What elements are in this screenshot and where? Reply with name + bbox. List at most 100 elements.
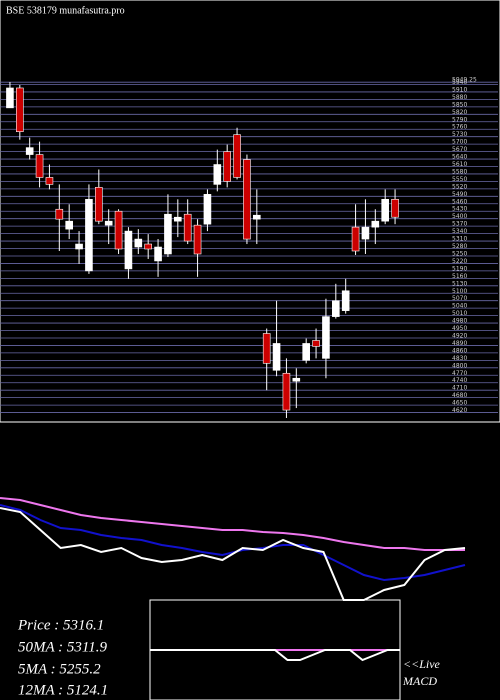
- candle-body: [341, 290, 350, 311]
- candle-body: [351, 226, 360, 252]
- y-tick-label: 5040: [452, 303, 467, 310]
- candle-body: [371, 220, 380, 228]
- candle-body: [223, 151, 231, 182]
- candle-body: [35, 154, 44, 178]
- candle-body: [164, 213, 172, 255]
- y-tick-label: 5580: [452, 168, 467, 175]
- y-tick-label: 5370: [452, 221, 467, 228]
- y-tick-label: 4830: [452, 355, 467, 362]
- y-tick-label: 5250: [452, 250, 467, 257]
- candle-body: [361, 226, 370, 240]
- candle-body: [381, 199, 389, 222]
- y-tick-label: 5280: [452, 243, 467, 250]
- y-tick-label: 5760: [452, 124, 467, 131]
- y-tick-label: 4890: [452, 340, 467, 347]
- candle-body: [292, 377, 301, 382]
- chart-title: BSE 538179 munafasutra.pro: [6, 5, 125, 16]
- candle-body: [302, 343, 310, 361]
- y-tick-label: 4710: [452, 385, 467, 392]
- candle-body: [262, 333, 271, 364]
- y-tick-label: 5670: [452, 146, 467, 153]
- candle-body: [144, 243, 152, 250]
- candle-body: [45, 177, 54, 185]
- candle-body: [193, 224, 202, 255]
- y-tick-label: 5520: [452, 183, 467, 190]
- y-tick-label: 4620: [452, 407, 467, 414]
- y-tick-label: 4650: [452, 400, 467, 407]
- candle-body: [154, 246, 162, 262]
- candle-body: [75, 243, 83, 250]
- candle-body: [104, 220, 113, 226]
- candle-body: [203, 194, 212, 225]
- info-ma12: 12MA : 5124.1: [18, 682, 108, 698]
- y-tick-label: 5640: [452, 154, 467, 161]
- y-tick-label: 4680: [452, 392, 467, 399]
- y-tick-label: 5400: [452, 213, 467, 220]
- candle-body: [85, 199, 93, 272]
- candle-body: [25, 147, 34, 155]
- candle-body: [391, 199, 399, 218]
- y-tick-label: 4860: [452, 347, 467, 354]
- candle-body: [332, 300, 340, 317]
- macd-label: MACD: [402, 674, 437, 688]
- y-tick-label: 5790: [452, 116, 467, 123]
- y-tick-label: 5820: [452, 109, 467, 116]
- y-tick-label: 5490: [452, 191, 467, 198]
- candle-body: [174, 216, 182, 222]
- y-tick-label: 4980: [452, 318, 467, 325]
- y-tick-label: 4950: [452, 325, 467, 332]
- y-tick-label: 5550: [452, 176, 467, 183]
- candle-body: [282, 372, 291, 411]
- y-tick-label: 5460: [452, 198, 467, 205]
- candle-body: [312, 340, 320, 347]
- candle-body: [243, 159, 251, 240]
- y-tick-label: 4800: [452, 362, 467, 369]
- candle-body: [95, 187, 103, 222]
- info-price: Price : 5316.1: [17, 617, 104, 633]
- candle-body: [134, 238, 143, 248]
- indicator-line: [0, 497, 465, 551]
- y-tick-label: 5430: [452, 206, 467, 213]
- y-tick-label: 5700: [452, 139, 467, 146]
- y-tick-label: 5160: [452, 273, 467, 280]
- y-tick-label: 5940: [452, 79, 467, 86]
- candle-body: [233, 134, 241, 178]
- indicator-line: [0, 507, 466, 601]
- candle-body: [114, 210, 123, 250]
- y-tick-label: 5100: [452, 288, 467, 295]
- candle-body: [183, 213, 192, 242]
- y-tick-label: 4770: [452, 370, 467, 377]
- y-tick-label: 5220: [452, 258, 467, 265]
- price-frame: [0, 0, 500, 423]
- y-tick-label: 5610: [452, 161, 467, 168]
- y-tick-label: 5190: [452, 265, 467, 272]
- y-tick-label: 5910: [452, 86, 467, 93]
- candle-body: [213, 164, 222, 185]
- candle-body: [253, 214, 261, 220]
- candle-body: [65, 220, 73, 230]
- candle-body: [322, 316, 330, 359]
- y-tick-label: 5730: [452, 131, 467, 138]
- y-tick-label: 5070: [452, 295, 467, 302]
- candle-body: [16, 87, 24, 133]
- indicator-line: [150, 649, 400, 662]
- y-tick-label: 5340: [452, 228, 467, 235]
- candle-body: [6, 87, 14, 109]
- info-ma50: 50MA : 5311.9: [18, 639, 108, 655]
- y-tick-label: 5880: [452, 94, 467, 101]
- live-label: <<Live: [403, 657, 441, 671]
- candle-body: [124, 230, 133, 270]
- y-tick-label: 4740: [452, 377, 467, 384]
- y-tick-label: 5310: [452, 236, 467, 243]
- candle-body: [272, 343, 281, 371]
- y-tick-label: 5010: [452, 310, 467, 317]
- candle-body: [55, 208, 64, 220]
- y-tick-label: 5949.25: [452, 77, 477, 84]
- y-tick-label: 4920: [452, 332, 467, 339]
- y-tick-label: 5130: [452, 280, 467, 287]
- indicator-line: [0, 504, 466, 582]
- y-tick-label: 5850: [452, 101, 467, 108]
- info-ma5: 5MA : 5255.2: [18, 661, 101, 677]
